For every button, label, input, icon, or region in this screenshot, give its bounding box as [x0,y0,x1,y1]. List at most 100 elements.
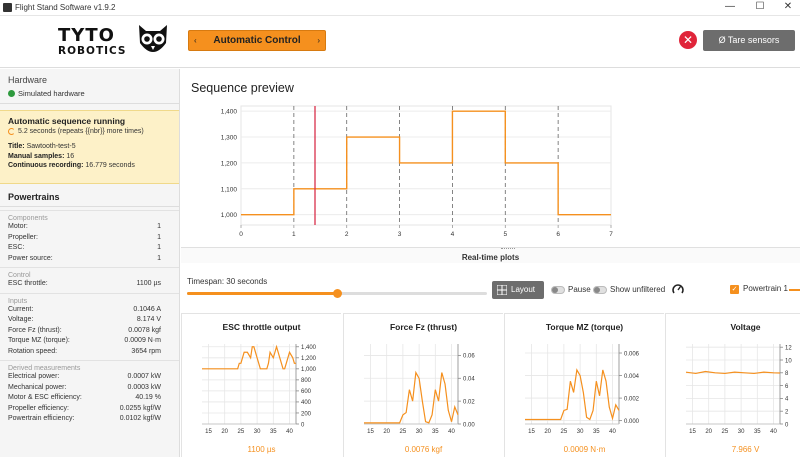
y-tick-label: 6 [785,384,789,390]
grid-icon [497,285,507,295]
x-tick-label: 25 [722,429,729,435]
measurement-value: 0.0003 kW [127,383,161,391]
minimize-icon[interactable]: — [725,1,735,12]
sequence-progress-text: 5.2 seconds (repeats {{nbr}} more times) [18,128,144,135]
series-line [685,370,781,375]
y-tick-label: 8 [785,371,789,377]
x-tick-label: 15 [689,429,696,435]
measurement-label: Torque MZ (torque): [8,337,70,344]
owl-icon [139,25,167,52]
measurement-label: Power source: [8,254,53,262]
y-tick-label: 0.00 [463,422,475,428]
layout-button[interactable]: Layout [492,281,544,299]
measurement-value: 0.0255 kgf/W [119,404,161,412]
measurement-row: Voltage: 8.174 V [0,315,179,326]
measurement-row: Power source: 1 [0,254,179,265]
layout-label: Layout [511,285,536,294]
realtime-plot-panel: Voltage 0 2 4 6 8 10 12 15 20 25 30 35 40 7.966 V [665,313,800,457]
measurement-row: Force Fz (thrust): 0.0078 kgf [0,326,179,337]
x-tick-label: 40 [770,429,777,435]
main-panel: Sequence preview 1,000 1,100 1,200 1,300 1,4… [181,69,800,457]
resize-grip-icon[interactable] [501,248,515,251]
series-line [525,368,620,421]
spinner-icon [8,128,15,135]
pause-toggle[interactable] [551,286,565,294]
plot-chart: 0 2 4 6 8 10 12 15 20 25 30 35 40 [685,344,792,435]
measurement-value: 40.19 % [135,394,161,401]
x-tick-label: 5 [503,231,507,238]
measurement-value: 1 [157,244,161,251]
sequence-running-title: Automatic sequence running [8,116,126,126]
measurement-row: Current: 0.1046 A [0,305,179,316]
y-tick-label: 1,400 [301,345,317,351]
unfiltered-toggle[interactable] [593,286,607,294]
y-tick-label: 1,200 [221,160,238,167]
y-tick-label: 800 [301,378,312,384]
plot-title: Force Fz (thrust) [389,322,458,332]
hardware-status-text: Simulated hardware [18,89,85,98]
x-tick-label: 25 [400,429,407,435]
measurement-label: ESC throttle: [8,280,48,287]
realtime-divider[interactable]: Real-time plots [181,247,800,263]
measurement-row: Rotation speed: 3654 rpm [0,347,179,358]
timespan-label: Timespan: 30 seconds [187,277,268,286]
y-tick-label: 4 [785,397,789,403]
continuous-recording-row: Continuous recording: 16.779 seconds [8,162,135,169]
realtime-title: Real-time plots [461,253,520,262]
x-tick-label: 15 [528,429,535,435]
measurement-label: Current: [8,305,34,313]
group-title: Derived measurements [0,360,179,372]
measurement-label: Mechanical power: [8,383,67,391]
sidebar: Hardware Simulated hardware Automatic se… [0,69,180,457]
mode-label: Automatic Control [213,35,301,46]
mode-select-button[interactable]: ‹ Automatic Control › [188,30,326,51]
x-tick-label: 4 [451,231,455,238]
measurement-value: 0.0078 kgf [128,326,161,334]
timespan-slider[interactable] [187,289,487,298]
emergency-stop-button[interactable]: ✕ [679,31,697,49]
x-tick-label: 20 [383,429,390,435]
y-tick-label: 0.06 [463,354,475,360]
manual-samples-row: Manual samples: 16 [8,152,75,160]
x-tick-label: 2 [345,231,349,238]
x-tick-label: 15 [367,429,374,435]
gauge-icon[interactable] [672,283,684,295]
y-tick-label: 0.002 [624,396,640,402]
measurement-label: Force Fz (thrust): [8,326,62,334]
y-tick-label: 400 [301,400,312,406]
measurement-label: Propeller: [8,233,38,241]
check-circle-icon [8,90,15,97]
plot-readout: 1100 µs [247,445,276,454]
close-icon[interactable]: ✕ [783,1,793,12]
chevron-left-icon[interactable]: ‹ [194,36,197,45]
x-tick-label: 20 [705,429,712,435]
y-tick-label: 0.004 [624,374,640,380]
measurement-value: 1100 µs [136,280,161,287]
logo-line1: TYTO [58,25,115,46]
measurement-label: Rotation speed: [8,347,58,355]
x-tick-label: 20 [544,429,551,435]
measurement-label: Electrical power: [8,373,60,380]
hardware-title: Hardware [8,75,48,85]
measurement-label: ESC: [8,244,25,251]
tare-sensors-button[interactable]: Ø Tare sensors [703,30,795,51]
powertrain-1-label: Powertrain 1 [743,284,788,293]
timespan-slider-knob[interactable] [332,289,342,298]
maximize-icon[interactable]: ☐ [755,1,765,12]
sequence-title-row: Title: Sawtooth-test-5 [8,143,76,150]
continuous-recording-value: 16.779 seconds [85,162,135,169]
tyto-logo: TYTO ROBOTICS [58,23,168,63]
powertrain-1-checkbox[interactable]: ✓ [730,285,739,294]
sequence-status-box: Automatic sequence running 5.2 seconds (… [0,110,179,184]
measurement-label: Propeller efficiency: [8,404,69,412]
chevron-right-icon[interactable]: › [317,36,320,45]
sequence-line [241,110,611,216]
measurement-row: Propeller efficiency: 0.0255 kgf/W [0,404,179,415]
x-tick-label: 3 [398,231,402,238]
measurement-row: ESC throttle: 1100 µs [0,279,179,290]
sequence-title-value: Sawtooth-test-5 [26,143,76,150]
y-tick-label: 1,000 [221,212,238,219]
measurement-label: Motor: [8,223,28,230]
x-tick-label: 40 [609,429,616,435]
y-tick-label: 0 [785,422,789,428]
